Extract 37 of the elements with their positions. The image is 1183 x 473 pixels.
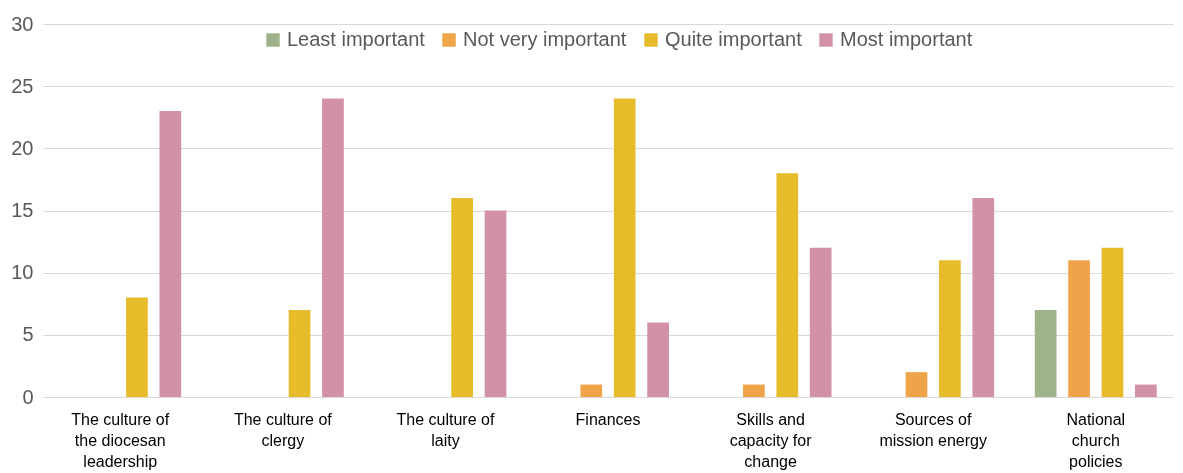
- x-tick-label: The culture of the diocesan leadership: [71, 410, 170, 470]
- y-tick-label: 30: [11, 12, 34, 35]
- bar: [743, 384, 765, 397]
- bar: [905, 372, 928, 397]
- bar: [613, 98, 636, 397]
- legend-label: Most important: [840, 28, 973, 50]
- x-tick-label: Finances: [575, 410, 641, 428]
- legend-label: Quite important: [665, 28, 803, 50]
- bar: [1135, 384, 1157, 397]
- bar: [451, 198, 473, 397]
- bar: [484, 210, 507, 397]
- bar: [1101, 247, 1124, 397]
- bar: [972, 198, 995, 397]
- bar: [1068, 260, 1090, 397]
- y-tick-label: 5: [22, 323, 34, 346]
- y-tick-label: 25: [11, 74, 34, 97]
- bar: [580, 384, 603, 397]
- x-tick-label: The culture of laity: [396, 410, 495, 449]
- x-tick-label: Sources of mission energy: [879, 410, 987, 449]
- y-tick-label: 20: [11, 136, 34, 159]
- y-tick-label: 0: [22, 385, 34, 408]
- x-tick-label: Skills and capacity for change: [729, 410, 813, 470]
- bar: [809, 247, 832, 397]
- legend-label: Not very important: [463, 28, 627, 50]
- bar: [288, 309, 311, 397]
- y-tick-label: 10: [11, 261, 34, 284]
- legend-label: Least important: [287, 28, 426, 50]
- x-tick-label: National church policies: [1066, 410, 1126, 470]
- x-tick-label: The culture of clergy: [233, 410, 333, 449]
- bar: [159, 111, 182, 397]
- y-tick-label: 15: [11, 199, 34, 221]
- bar: [776, 173, 799, 397]
- bar: [939, 260, 961, 397]
- bar: [322, 98, 344, 397]
- bar: [1034, 309, 1057, 397]
- bar: [126, 297, 148, 397]
- bar: [647, 322, 669, 397]
